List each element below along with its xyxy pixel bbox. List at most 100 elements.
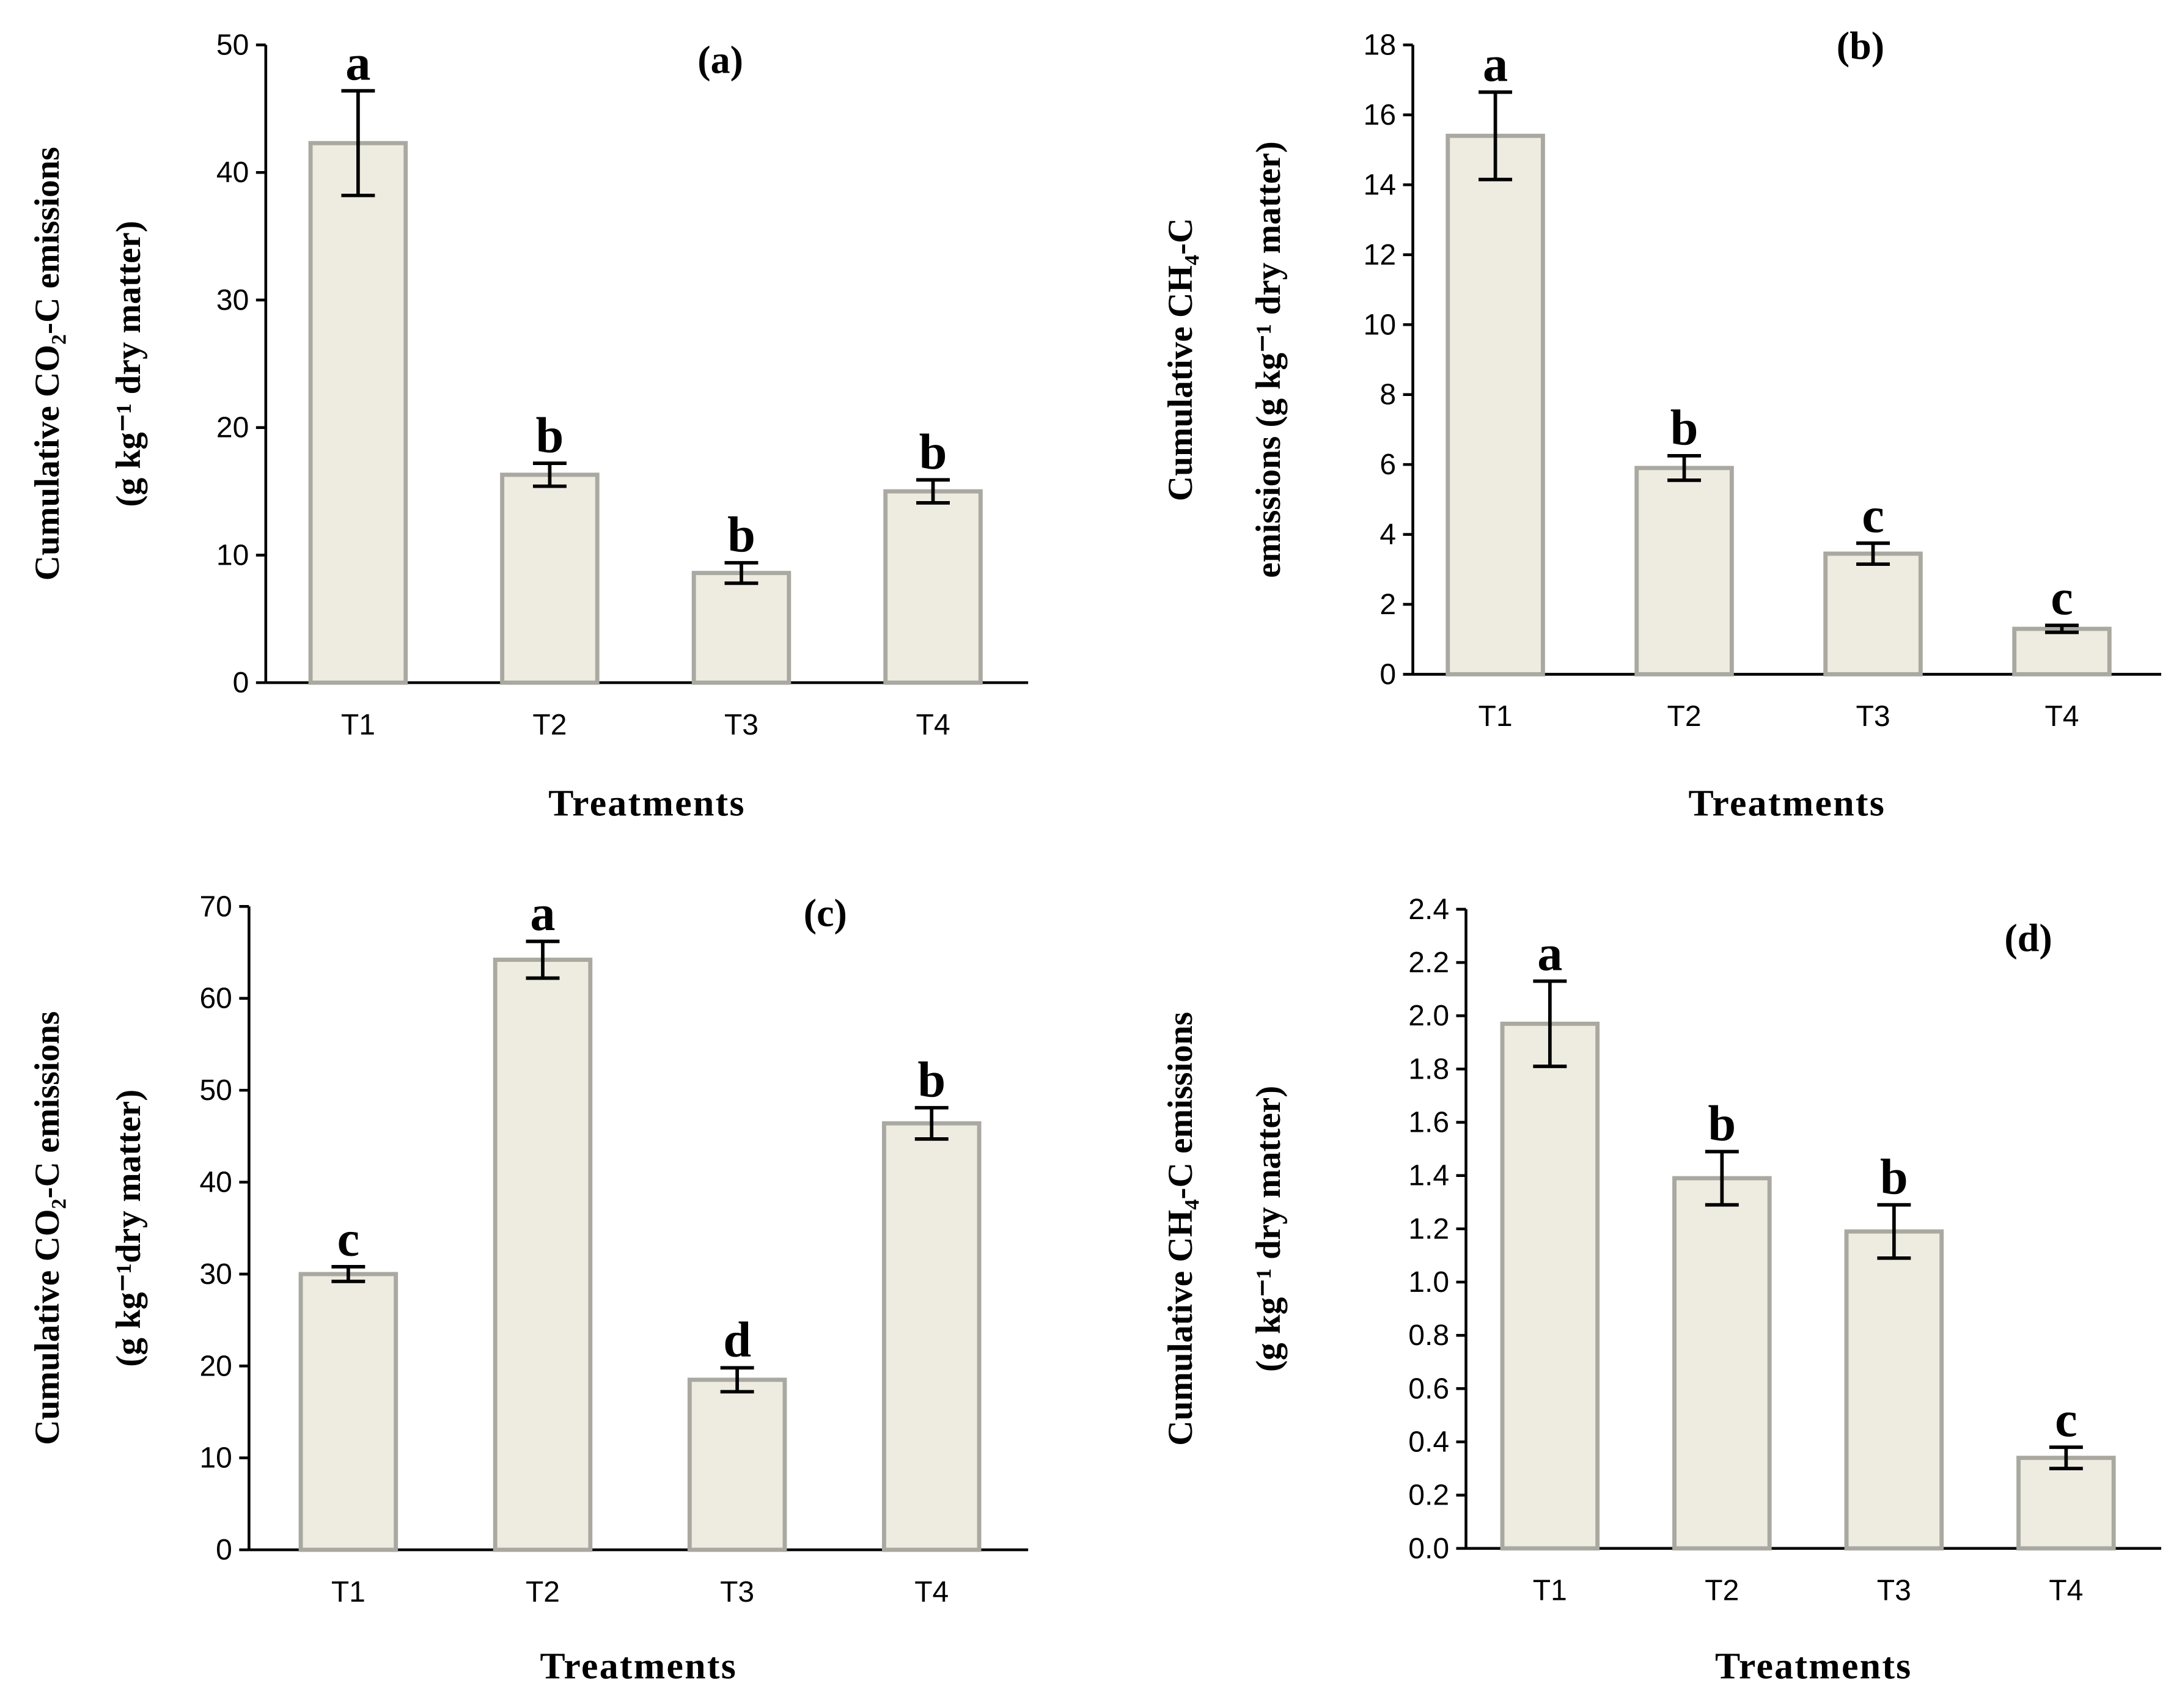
panel-label: (d) — [2004, 917, 2052, 960]
y-axis-label: (g kg⁻¹ dry matter) — [1249, 1086, 1288, 1372]
x-tick-label: T4 — [914, 1575, 949, 1608]
y-tick-label: 70 — [199, 890, 232, 923]
x-tick-label: T2 — [526, 1575, 560, 1608]
y-tick-label: 12 — [1364, 238, 1396, 271]
bar — [298, 1272, 399, 1552]
x-axis-label: Treatments — [548, 783, 746, 824]
y-tick-label: 1.4 — [1408, 1159, 1449, 1192]
y-tick-label: 10 — [216, 538, 249, 571]
x-axis-label: Treatments — [1688, 783, 1886, 824]
x-tick-label: T2 — [1705, 1574, 1739, 1607]
bar — [883, 489, 983, 685]
y-tick-label: 0.6 — [1408, 1372, 1449, 1405]
y-axis-label: Cumulative CH₄-C — [1161, 218, 1200, 502]
bar — [687, 1377, 787, 1552]
significance-letter: c — [2055, 1391, 2077, 1447]
significance-letter: b — [1708, 1096, 1736, 1151]
significance-letter: b — [917, 1052, 946, 1107]
y-tick-label: 2 — [1379, 588, 1396, 621]
y-tick-label: 2.2 — [1408, 946, 1449, 979]
significance-letter: c — [2051, 570, 2073, 625]
significance-letter: a — [530, 885, 555, 941]
significance-letter: b — [727, 507, 755, 563]
x-tick-label: T3 — [1877, 1574, 1911, 1607]
bar — [2012, 626, 2112, 676]
y-tick-label: 0.2 — [1408, 1479, 1449, 1512]
panel-label: (b) — [1837, 24, 1884, 67]
x-tick-label: T1 — [331, 1575, 366, 1608]
y-tick-label: 40 — [199, 1166, 232, 1199]
x-axis-label: Treatments — [1715, 1646, 1912, 1687]
bar — [493, 958, 593, 1552]
y-tick-label: 1.6 — [1408, 1106, 1449, 1139]
y-tick-label: 0.0 — [1408, 1532, 1449, 1565]
significance-letter: b — [536, 408, 564, 463]
y-tick-label: 1.8 — [1408, 1052, 1449, 1085]
significance-letter: b — [919, 424, 947, 480]
y-tick-label: 16 — [1364, 98, 1396, 131]
bar — [2016, 1456, 2116, 1551]
significance-letter: b — [1670, 400, 1699, 455]
x-tick-label: T2 — [1667, 700, 1702, 733]
x-tick-label: T4 — [2044, 700, 2079, 733]
y-tick-label: 20 — [199, 1349, 232, 1382]
y-tick-label: 0 — [233, 666, 249, 699]
x-tick-label: T4 — [2049, 1574, 2083, 1607]
y-tick-label: 1.2 — [1408, 1212, 1449, 1245]
y-tick-label: 50 — [199, 1074, 232, 1107]
y-tick-label: 2.4 — [1408, 893, 1449, 926]
y-axis-label: Cumulative CH₄-C emissions — [1161, 1012, 1200, 1446]
x-tick-label: T4 — [916, 708, 950, 741]
y-axis-label: (g kg⁻¹ dry matter) — [109, 221, 148, 507]
y-axis-label: Cumulative CO₂-C emissions — [28, 147, 67, 581]
y-tick-label: 18 — [1364, 29, 1396, 62]
y-tick-label: 10 — [1364, 308, 1396, 341]
significance-letter: d — [723, 1312, 751, 1368]
bar — [1672, 1176, 1772, 1551]
y-tick-label: 60 — [199, 982, 232, 1015]
y-tick-label: 10 — [199, 1442, 232, 1475]
bar — [1500, 1021, 1600, 1551]
significance-letter: a — [345, 35, 370, 90]
y-tick-label: 1.0 — [1408, 1266, 1449, 1299]
y-tick-label: 0.4 — [1408, 1426, 1449, 1459]
y-tick-label: 20 — [216, 411, 249, 444]
y-tick-label: 30 — [216, 284, 249, 317]
x-tick-label: T3 — [1856, 700, 1890, 733]
significance-letter: c — [337, 1211, 360, 1267]
bar — [308, 141, 408, 685]
y-axis-label: emissions (g kg⁻¹ dry matter) — [1249, 141, 1288, 578]
x-tick-label: T3 — [720, 1575, 754, 1608]
significance-letter: a — [1537, 925, 1562, 981]
x-tick-label: T3 — [724, 708, 759, 741]
significance-letter: b — [1880, 1149, 1908, 1204]
y-tick-label: 30 — [199, 1258, 232, 1291]
bar — [1823, 551, 1923, 676]
bar — [1844, 1229, 1944, 1551]
y-axis-label: Cumulative CO₂-C emissions — [28, 1011, 67, 1445]
x-tick-label: T1 — [1533, 1574, 1567, 1607]
y-tick-label: 0.8 — [1408, 1319, 1449, 1352]
x-axis-label: Treatments — [540, 1646, 737, 1687]
y-axis-label: (g kg⁻¹dry matter) — [109, 1090, 148, 1367]
y-tick-label: 40 — [216, 156, 249, 189]
bar — [1634, 466, 1734, 676]
panel-label: (a) — [697, 38, 743, 81]
y-tick-label: 2.0 — [1408, 999, 1449, 1032]
x-tick-label: T1 — [341, 708, 375, 741]
significance-letter: c — [1862, 488, 1884, 543]
panel-label: (c) — [804, 891, 847, 934]
y-tick-label: 4 — [1379, 518, 1396, 551]
y-tick-label: 6 — [1379, 448, 1396, 481]
y-tick-label: 50 — [216, 29, 249, 62]
y-tick-label: 14 — [1364, 168, 1396, 201]
bar — [881, 1121, 982, 1552]
y-tick-label: 0 — [216, 1533, 232, 1566]
x-tick-label: T1 — [1479, 700, 1513, 733]
y-tick-label: 8 — [1379, 378, 1396, 411]
bar — [1445, 133, 1545, 676]
y-tick-label: 0 — [1379, 658, 1396, 691]
significance-letter: a — [1483, 36, 1508, 92]
x-tick-label: T2 — [532, 708, 567, 741]
